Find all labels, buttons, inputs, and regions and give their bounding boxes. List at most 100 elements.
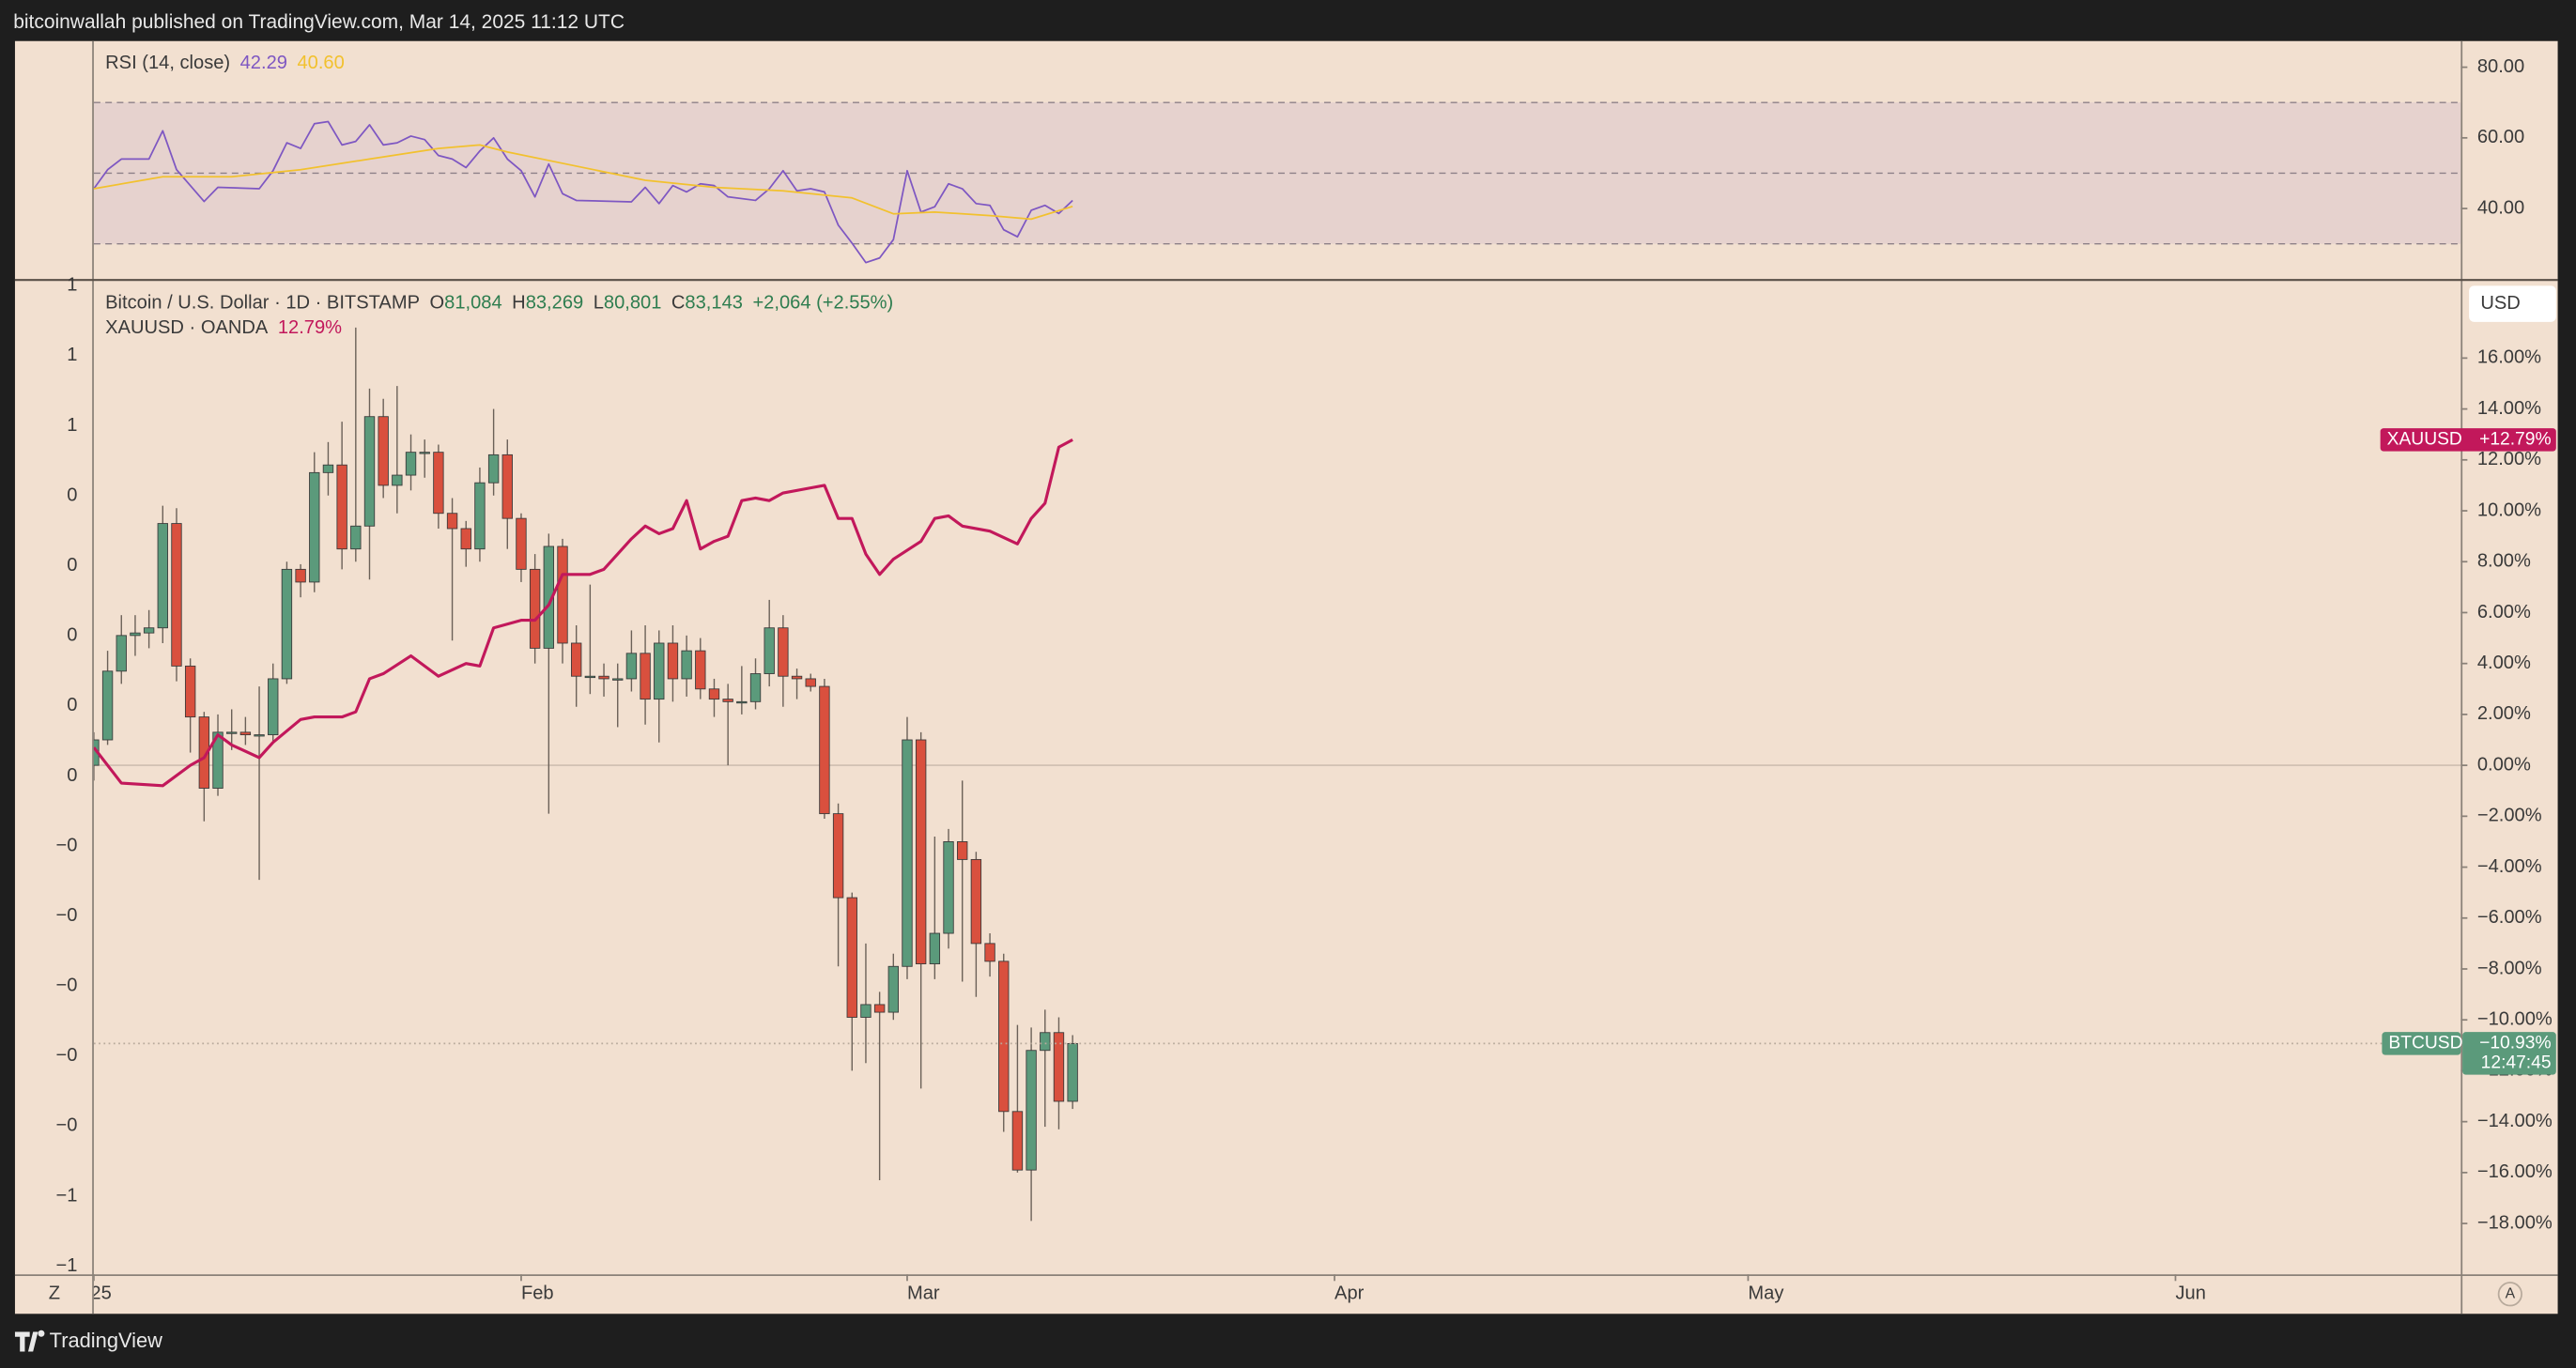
candle-body <box>860 1004 872 1018</box>
left-axis-label: 1 <box>67 345 77 365</box>
candle-body <box>887 965 899 1013</box>
candle-body <box>557 546 568 644</box>
left-axis-label: 0 <box>67 695 77 715</box>
candle-body <box>157 523 168 629</box>
candle-body <box>501 453 513 519</box>
scale-button[interactable]: Z <box>49 1283 60 1304</box>
y-tick-label: 60.00 <box>2477 127 2524 147</box>
candle-body <box>1011 1111 1024 1171</box>
candle-body <box>667 642 679 680</box>
auto-scale-button[interactable] <box>2497 1282 2522 1307</box>
x-axis: 2025 Feb Mar Apr May Jun <box>69 1274 2206 1304</box>
candle-body <box>846 897 857 1018</box>
x-tick-label: Apr <box>1334 1283 1365 1304</box>
candle-body <box>584 675 596 679</box>
tag-value: +12.79% <box>2479 429 2551 449</box>
currency-button[interactable] <box>2469 285 2556 322</box>
plots: 80.0060.0040.0016.00%14.00%12.00%10.00%8… <box>55 56 2556 1304</box>
candle-body <box>970 858 982 945</box>
candle-body <box>998 961 1010 1113</box>
price-tag <box>2380 428 2556 452</box>
y-tick-label: 8.00% <box>2477 551 2531 572</box>
series-line <box>93 144 1073 221</box>
y-tick-label: −10.00% <box>2477 1009 2553 1030</box>
candle-body <box>708 688 720 700</box>
y-tick-label: 0.00% <box>2477 754 2531 775</box>
candle-body <box>392 474 403 486</box>
ohlc-value: 83,143 <box>685 293 743 314</box>
candle-body <box>873 1004 886 1013</box>
left-axis-label: 1 <box>67 415 77 436</box>
candle-body <box>654 642 665 700</box>
candle-body <box>957 841 968 860</box>
y-tick-label: −6.00% <box>2477 907 2542 928</box>
tag-name: BTCUSD <box>2388 1033 2462 1053</box>
left-axis-label: −0 <box>55 835 77 855</box>
auto-scale-label[interactable]: A <box>2506 1285 2516 1301</box>
price-legend: Bitcoin / U.S. Dollar · 1D · BITSTAMP O81… <box>105 293 893 314</box>
candle-body <box>212 731 224 789</box>
candle-body <box>681 650 692 680</box>
ohlc-value: 81,084 <box>444 293 502 314</box>
candle-body <box>295 568 306 583</box>
tag-value: −10.93% <box>2479 1033 2551 1053</box>
compare-legend: XAUUSD · OANDA 12.79% <box>105 317 342 338</box>
price-tag <box>2382 1032 2461 1055</box>
y-tick-label: 14.00% <box>2477 398 2541 419</box>
pane <box>93 101 2461 264</box>
brand-logo <box>14 1330 45 1352</box>
candle-body <box>281 568 293 680</box>
candle-body <box>226 731 238 734</box>
candle-body <box>239 731 252 736</box>
candle-body <box>433 452 444 515</box>
candle-body <box>791 675 803 680</box>
candle-body <box>363 416 376 527</box>
y-tick-label: 10.00% <box>2477 500 2541 520</box>
ohlc-label: C <box>671 293 686 314</box>
candle-body <box>625 653 638 680</box>
ohlc-label: L <box>594 293 604 314</box>
candle-body <box>832 813 844 899</box>
candle-body <box>1026 1050 1037 1171</box>
left-axis-label: −1 <box>55 1185 77 1206</box>
left-axis-label: 0 <box>67 555 77 576</box>
series-line <box>93 438 1073 788</box>
candle-body <box>736 700 748 704</box>
candle-body <box>184 665 196 718</box>
x-tick-label: Mar <box>907 1283 940 1304</box>
candle-body <box>130 632 141 637</box>
left-axis-label: 0 <box>67 484 77 505</box>
candle-body <box>336 464 347 550</box>
candle-body <box>695 650 706 690</box>
left-axis-label: −1 <box>55 1255 77 1276</box>
x-tick-label: Feb <box>521 1283 554 1304</box>
price-change: +2,064 (+2.55%) <box>752 293 893 314</box>
candle-body <box>446 513 458 530</box>
currency-label[interactable]: USD <box>2480 293 2520 314</box>
y-tick-label: 40.00 <box>2477 197 2524 218</box>
left-axis-label: −0 <box>55 905 77 926</box>
rsi-legend: RSI (14, close) 42.29 40.60 <box>105 54 345 74</box>
y-tick-label: −8.00% <box>2477 958 2542 978</box>
candle-body <box>268 678 279 736</box>
footer: TradingView <box>14 1329 163 1352</box>
x-tick-label: Jun <box>2175 1283 2205 1304</box>
y-tick-label: −2.00% <box>2477 806 2542 826</box>
candle-body <box>570 642 582 677</box>
candle-body <box>805 678 816 687</box>
x-tick-label: 2025 <box>69 1283 112 1304</box>
candle-body <box>749 673 762 702</box>
x-tick-label: May <box>1748 1283 1784 1304</box>
candle-body <box>516 517 527 570</box>
y-tick-label: 4.00% <box>2477 653 2531 673</box>
rsi-title: RSI (14, close) <box>105 54 230 74</box>
y-tick-label: 80.00 <box>2477 56 2524 77</box>
y-tick-label: 16.00% <box>2477 347 2541 368</box>
brand-name: TradingView <box>50 1329 163 1352</box>
candle-body <box>143 627 155 634</box>
pane <box>93 327 2461 1222</box>
left-axis-label: −0 <box>55 1115 77 1136</box>
candle-body <box>101 670 114 741</box>
ohlc-label: O <box>430 293 445 314</box>
